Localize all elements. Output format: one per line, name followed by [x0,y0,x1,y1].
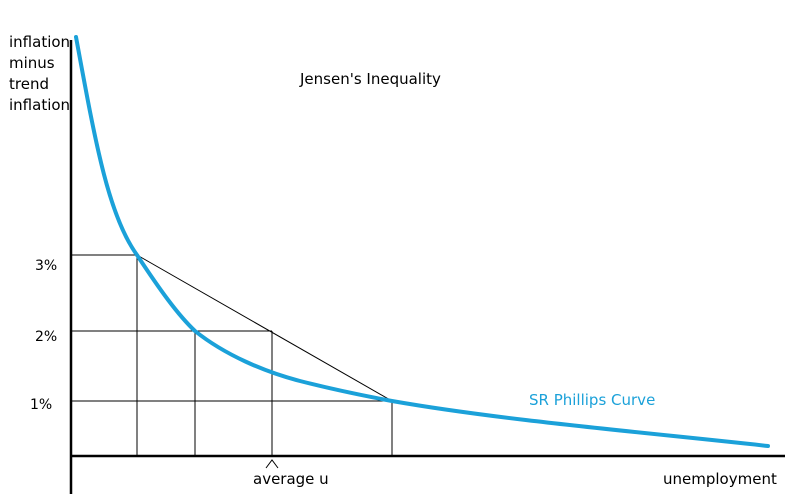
jensen-chord [136,254,393,402]
y-axis-label-line-2: minus [9,54,55,72]
average-u-caret [265,459,279,469]
y-tick-3pct: 3% [35,258,58,274]
y-axis-label-line-4: inflation [9,96,71,114]
chart-title: Jensen's Inequality [300,70,441,88]
phillips-curve [74,35,770,448]
x-axis-label: unemployment [663,470,777,488]
phillips-curve-label: SR Phillips Curve [529,391,656,409]
y-tick-2pct: 2% [35,329,58,345]
y-tick-1pct: 1% [30,397,53,413]
average-u-label: average u [253,470,329,488]
y-axis-label-line-1: inflation [9,33,71,51]
y-axis-label-line-3: trend [9,75,49,93]
